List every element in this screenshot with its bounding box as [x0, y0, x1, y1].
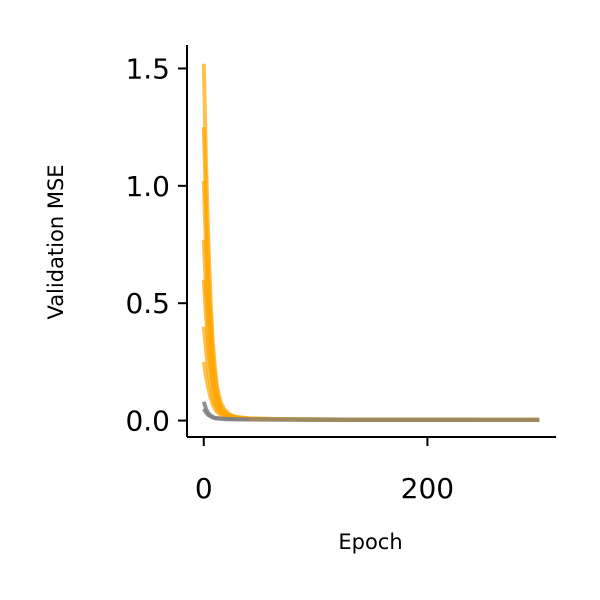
series-line-10 — [248, 417, 540, 422]
x-tick-label: 200 — [401, 472, 454, 505]
series-line-5 — [201, 279, 540, 422]
y-tick-label: 1.5 — [125, 52, 170, 85]
y-tick-label: 0.0 — [125, 405, 170, 438]
y-tick-label: 0.5 — [125, 287, 170, 320]
y-axis-title: Validation MSE — [44, 164, 68, 319]
series-line-3 — [201, 181, 540, 422]
series-line-6 — [201, 326, 540, 422]
y-ticks: 0.0 0.5 1.0 1.5 — [125, 52, 187, 438]
x-tick-label: 0 — [195, 472, 213, 505]
series-line-2 — [201, 127, 540, 422]
series-layer — [201, 63, 540, 422]
series-line-7 — [201, 361, 540, 422]
x-axis-title: Epoch — [338, 530, 402, 554]
x-ticks: 0 200 — [195, 437, 454, 505]
y-tick-label: 1.0 — [125, 170, 170, 203]
series-line-4 — [201, 239, 540, 422]
series-line-1 — [201, 63, 540, 422]
